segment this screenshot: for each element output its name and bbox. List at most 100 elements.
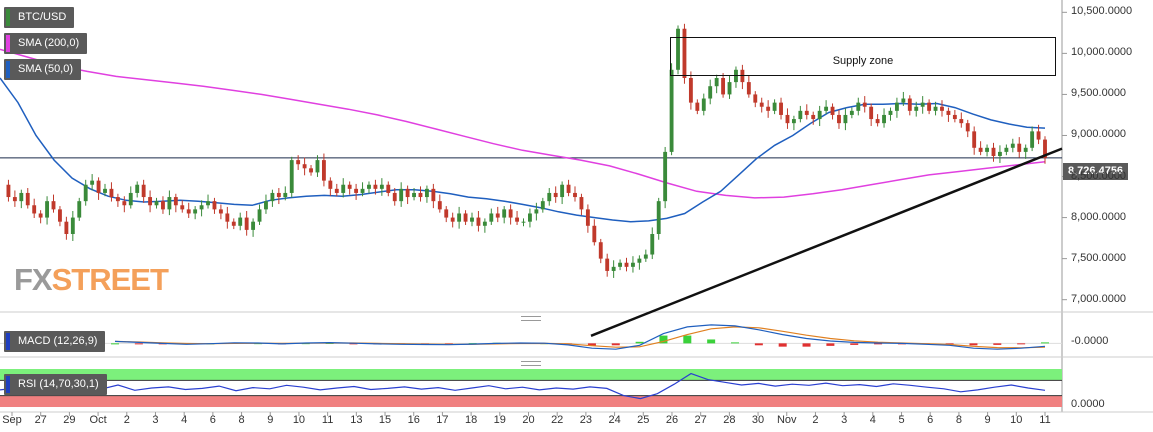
x-tick-label: 8 [955, 414, 962, 426]
candle-body [598, 242, 603, 259]
legend-btcusd[interactable]: BTC/USD [4, 7, 75, 28]
x-tick-label: 24 [608, 414, 621, 426]
x-tick-label: Sep [2, 414, 22, 426]
x-tick-label: 2 [812, 414, 819, 426]
candle-body [257, 209, 262, 222]
x-tick-label: 16 [407, 414, 420, 426]
candle-body [115, 197, 120, 202]
y-tick-label: 8,000.0000 [1071, 210, 1127, 223]
candle-body [379, 184, 384, 189]
x-tick-label: 11 [321, 414, 334, 426]
candle-body [135, 184, 140, 193]
candle-body [90, 180, 95, 185]
y-tick-label: 9,500.0000 [1071, 87, 1127, 100]
legend-sma200[interactable]: SMA (200,0) [4, 33, 88, 54]
rsi-panel-resize-handle[interactable] [521, 361, 541, 366]
candle-body [405, 188, 410, 198]
candle-body [386, 184, 391, 193]
legend-sma50[interactable]: SMA (50,0) [4, 59, 82, 80]
macd-histogram-bar [802, 343, 811, 347]
candle-body [1036, 131, 1041, 140]
candle-body [96, 180, 101, 193]
candle-body [663, 151, 668, 202]
x-tick-label: 11 [1039, 414, 1051, 426]
candle-body [1043, 139, 1047, 158]
supply-zone-box: Supply zone [670, 37, 1056, 76]
legend-label-sma50: SMA (50,0) [18, 63, 74, 75]
candle-body [528, 213, 532, 222]
candle-body [811, 114, 816, 120]
candle-body [824, 106, 829, 111]
candle-body [437, 201, 442, 210]
legend-label-macd: MACD (12,26,9) [18, 335, 98, 347]
x-tick-label: 27 [694, 414, 707, 426]
candle-body [70, 217, 75, 234]
candle-body [650, 234, 655, 255]
x-tick-label: 19 [493, 414, 506, 426]
candle-body [856, 102, 861, 111]
candle-body [585, 209, 590, 226]
candle-body [206, 201, 210, 206]
rsi-overbought-band [0, 369, 1062, 381]
candle-body [656, 201, 661, 234]
legend-swatch-rsi [6, 376, 10, 393]
candle-body [244, 217, 249, 230]
macd-histogram-bar [778, 343, 787, 347]
y-tick-label: 7,500.0000 [1071, 251, 1127, 264]
candle-body [276, 192, 281, 198]
candle-body [907, 98, 912, 111]
candle-body [914, 106, 919, 111]
candle-body [830, 106, 835, 115]
candle-body [804, 110, 809, 115]
candle-body [753, 94, 758, 103]
candle-body [154, 201, 159, 206]
legend-rsi[interactable]: RSI (14,70,30,1) [4, 374, 107, 395]
x-tick-label: 28 [723, 414, 736, 426]
y-tick-label: 10,000.0000 [1071, 46, 1133, 59]
candle-body [173, 197, 178, 206]
macd-panel-resize-handle[interactable] [521, 316, 541, 321]
candle-body [759, 102, 764, 107]
x-tick-label: 9 [984, 414, 991, 426]
x-tick-label: 4 [181, 414, 188, 426]
x-tick-label: 15 [378, 414, 392, 426]
candle-body [637, 258, 642, 263]
candle-body [643, 254, 648, 259]
supply-zone-label: Supply zone [832, 55, 894, 67]
candle-body [128, 192, 133, 206]
candle-body [727, 82, 732, 95]
x-tick-label: 3 [841, 414, 848, 426]
candle-body [199, 205, 204, 210]
x-tick-label: 5 [898, 414, 905, 426]
candle-body [334, 188, 339, 193]
candle-body [58, 209, 62, 222]
x-tick-label: 29 [63, 414, 76, 426]
candle-body [193, 209, 198, 214]
rsi-line [0, 372, 1046, 400]
candle-body [161, 201, 165, 210]
candle-body [77, 201, 82, 218]
legend-swatch-macd [6, 333, 10, 350]
legend-macd[interactable]: MACD (12,26,9) [4, 331, 106, 352]
candle-body [347, 184, 352, 189]
x-tick-label: 26 [665, 414, 679, 426]
macd-histogram-bar [707, 339, 716, 344]
macd-histogram-bar [683, 335, 692, 344]
candle-body [894, 102, 899, 111]
candle-body [502, 209, 507, 218]
candle-body [940, 106, 944, 111]
candle-body [817, 110, 822, 120]
macd-histogram-bar [659, 335, 668, 344]
candle-body [238, 217, 243, 226]
candle-body [798, 110, 803, 120]
candle-body [141, 184, 146, 198]
candle-body [38, 213, 43, 218]
x-tick-label: Oct [89, 414, 107, 426]
legend-label-sma200: SMA (200,0) [18, 37, 80, 49]
y-tick-label: 10,500.0000 [1071, 5, 1133, 18]
support-trendline [590, 147, 1063, 337]
candle-body [701, 98, 706, 111]
candle-body [424, 188, 429, 198]
candle-body [624, 262, 629, 267]
